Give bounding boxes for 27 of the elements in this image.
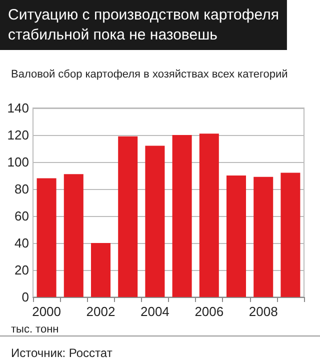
text: Источник: Росстат bbox=[11, 346, 113, 360]
x-tick-label: 2002 bbox=[86, 304, 116, 319]
chart-title: Ситуацию с производством картофеля стабильной пока не назовешь bbox=[8, 6, 279, 44]
bar bbox=[172, 135, 192, 297]
y-tick-label: 0 bbox=[22, 290, 29, 304]
y-axis-title: тыс. тонн bbox=[11, 324, 59, 336]
y-tick-label: 100 bbox=[7, 154, 29, 170]
x-tick-label: 2008 bbox=[248, 304, 278, 319]
x-tick-label: 2000 bbox=[32, 304, 62, 319]
bar bbox=[90, 243, 111, 297]
chart-subtitle: Валовой сбор картофеля в хозяйствах всех категорий bbox=[11, 68, 288, 80]
bar bbox=[36, 178, 56, 297]
bar bbox=[118, 136, 138, 297]
bar bbox=[64, 174, 84, 297]
bar bbox=[199, 134, 219, 297]
y-tick-label: 80 bbox=[14, 182, 29, 196]
y-tick-label: 20 bbox=[14, 262, 29, 278]
y-tick-label: 40 bbox=[14, 236, 29, 250]
bar bbox=[280, 172, 300, 297]
y-tick-label: 60 bbox=[14, 208, 29, 224]
bar bbox=[254, 176, 274, 297]
x-tick-label: 2004 bbox=[140, 304, 170, 319]
bar bbox=[226, 176, 246, 297]
y-tick-label: 120 bbox=[7, 128, 29, 142]
bar bbox=[145, 146, 165, 297]
y-tick-label: 140 bbox=[7, 100, 29, 116]
x-tick-label: 2006 bbox=[194, 304, 224, 319]
